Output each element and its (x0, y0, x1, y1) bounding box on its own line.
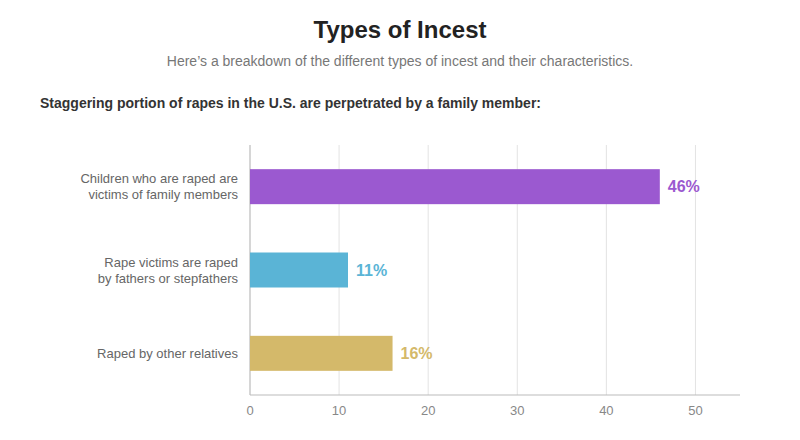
label-line: Rape victims are raped (104, 255, 238, 270)
label-line: victims of family members (88, 187, 238, 202)
bar (250, 169, 660, 204)
data-label: 11% (356, 262, 387, 279)
x-tick-label: 40 (599, 403, 613, 418)
section-label: Staggering portion of rapes in the U.S. … (40, 95, 541, 111)
subtitle: Here’s a breakdown of the different type… (167, 53, 633, 69)
data-label: 16% (401, 345, 433, 362)
x-tick-label: 0 (246, 403, 253, 418)
bar (250, 336, 393, 371)
bars (250, 169, 660, 371)
x-tick-label: 20 (421, 403, 435, 418)
y-tick-label: Rape victims are rapedby fathers or step… (98, 255, 239, 286)
label-line: by fathers or stepfathers (98, 271, 239, 286)
x-tick-label: 30 (510, 403, 524, 418)
y-tick-label: Children who are raped arevictims of fam… (80, 171, 238, 202)
y-tick-label: Raped by other relatives (97, 346, 238, 361)
bar (250, 253, 348, 288)
x-tick-label: 10 (332, 403, 346, 418)
y-axis-labels: Raped by other relatives Rape victims are… (80, 171, 238, 361)
chart-svg: Types of Incest Here’s a breakdown of the… (0, 0, 800, 440)
data-label: 46% (668, 178, 700, 195)
label-line: Children who are raped are (80, 171, 238, 186)
x-axis-line (250, 395, 740, 396)
grid (250, 145, 695, 395)
x-tick-label: 50 (688, 403, 702, 418)
title: Types of Incest (314, 16, 487, 43)
label-line: Raped by other relatives (97, 346, 238, 361)
x-axis-ticks: 0 10 20 30 40 50 (246, 403, 702, 418)
chart-container: Types of Incest Here’s a breakdown of the… (0, 0, 800, 440)
data-labels: 16% 11% 46% (356, 178, 700, 362)
